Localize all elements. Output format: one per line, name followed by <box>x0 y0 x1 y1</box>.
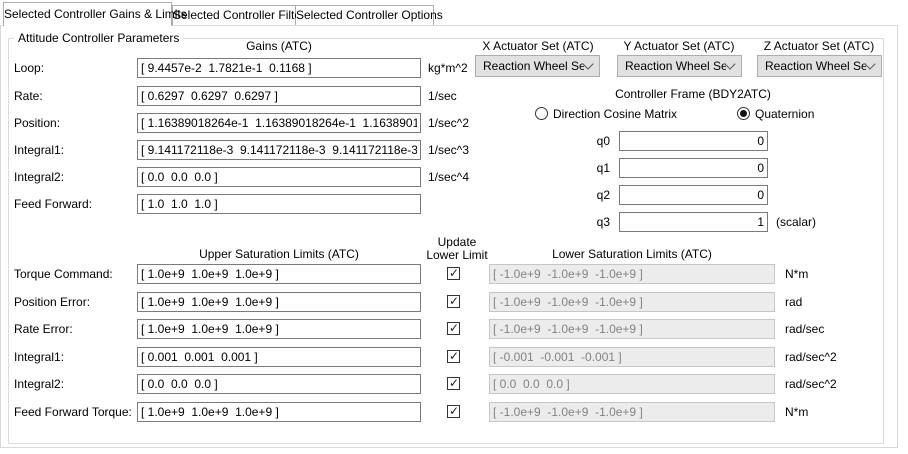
q1-input[interactable] <box>619 158 768 178</box>
q3-input[interactable] <box>619 212 768 232</box>
integral1-update-checkbox[interactable] <box>447 349 460 363</box>
torque-command-update-checkbox[interactable] <box>447 266 460 280</box>
feed-forward-torque-label: Feed Forward Torque: <box>14 405 132 419</box>
attitude-controller-parameters-group <box>8 38 884 444</box>
position-label: Position: <box>14 116 61 130</box>
rate-error-update-checkbox[interactable] <box>447 321 460 335</box>
chevron-down-icon <box>582 58 594 70</box>
integral2-unit: 1/sec^4 <box>428 170 469 184</box>
feed-forward-torque-lower-input <box>489 402 775 422</box>
quaternion-label: Quaternion <box>755 107 815 121</box>
chevron-down-icon <box>724 58 736 70</box>
feed-forward-torque-unit: N*m <box>785 405 809 419</box>
x-actuator-set-select[interactable]: Reaction Wheel Set <box>475 55 600 77</box>
tab-selected-controller-gains-limits[interactable]: Selected Controller Gains & Limits <box>3 2 187 26</box>
loop-label: Loop: <box>14 61 45 75</box>
feed-forward-gain-input[interactable] <box>137 194 421 214</box>
loop-gain-input[interactable] <box>137 58 421 78</box>
integral1-lower-input <box>489 347 775 367</box>
position-error-lower-input <box>489 292 775 312</box>
integral1-label: Integral1: <box>14 143 65 157</box>
direction-cosine-matrix-label: Direction Cosine Matrix <box>553 107 678 121</box>
tab-selected-controller-options[interactable]: Selected Controller Options <box>296 5 443 25</box>
integral1-unit: 1/sec^3 <box>428 143 469 157</box>
rate-error-unit: rad/sec <box>785 322 825 336</box>
loop-unit: kg*m^2 <box>428 61 468 75</box>
rate-error-upper-input[interactable] <box>137 319 421 339</box>
q2-label: q2 <box>596 188 610 202</box>
integral2-label: Integral2: <box>14 170 65 184</box>
integral1-gain-input[interactable] <box>137 140 421 160</box>
y-actuator-set-value: Reaction Wheel Set <box>625 59 726 73</box>
direction-cosine-matrix-radio[interactable] <box>535 107 548 120</box>
upper-saturation-limits-header: Upper Saturation Limits (ATC) <box>199 247 359 261</box>
position-error-label: Position Error: <box>14 295 91 309</box>
position-error-unit: rad <box>785 295 803 309</box>
torque-command-unit: N*m <box>785 267 809 281</box>
z-actuator-set-header: Z Actuator Set (ATC) <box>763 39 875 53</box>
integral2-gain-input[interactable] <box>137 167 421 187</box>
x-actuator-set-value: Reaction Wheel Set <box>483 59 584 73</box>
q1-label: q1 <box>596 161 610 175</box>
integral2-lower-input <box>489 374 775 394</box>
quaternion-radio[interactable] <box>737 107 750 120</box>
rate-label: Rate: <box>14 89 43 103</box>
tab-selected-controller-filters[interactable]: Selected Controller Filters <box>172 5 311 25</box>
integral1-limit-unit: rad/sec^2 <box>785 350 837 364</box>
q2-input[interactable] <box>619 185 768 205</box>
rate-gain-input[interactable] <box>137 86 421 106</box>
y-actuator-set-header: Y Actuator Set (ATC) <box>623 39 735 53</box>
q3-label: q3 <box>596 215 610 229</box>
rate-unit: 1/sec <box>428 89 457 103</box>
q0-label: q0 <box>596 134 610 148</box>
torque-command-upper-input[interactable] <box>137 264 421 284</box>
x-actuator-set-header: X Actuator Set (ATC) <box>482 39 594 53</box>
gains-header: Gains (ATC) <box>246 39 312 53</box>
integral1-upper-input[interactable] <box>137 347 421 367</box>
integral2-update-checkbox[interactable] <box>447 376 460 390</box>
controller-frame-header: Controller Frame (BDY2ATC) <box>615 87 771 101</box>
torque-command-lower-input <box>489 264 775 284</box>
integral2-limit-label: Integral2: <box>14 377 65 391</box>
update-lower-limit-header-line2: Lower Limit <box>426 248 488 262</box>
torque-command-label: Torque Command: <box>14 267 113 281</box>
lower-saturation-limits-header: Lower Saturation Limits (ATC) <box>552 247 712 261</box>
update-lower-limit-header-line1: Update <box>437 235 477 249</box>
integral2-limit-unit: rad/sec^2 <box>785 377 837 391</box>
feed-forward-torque-upper-input[interactable] <box>137 402 421 422</box>
y-actuator-set-select[interactable]: Reaction Wheel Set <box>617 55 742 77</box>
position-error-upper-input[interactable] <box>137 292 421 312</box>
integral2-upper-input[interactable] <box>137 374 421 394</box>
z-actuator-set-value: Reaction Wheel Set <box>765 59 866 73</box>
chevron-down-icon <box>864 58 876 70</box>
q0-input[interactable] <box>619 131 768 151</box>
position-error-update-checkbox[interactable] <box>447 294 460 308</box>
integral1-limit-label: Integral1: <box>14 350 65 364</box>
position-gain-input[interactable] <box>137 113 421 133</box>
feed-forward-torque-update-checkbox[interactable] <box>447 404 460 418</box>
rate-error-lower-input <box>489 319 775 339</box>
position-unit: 1/sec^2 <box>428 116 469 130</box>
q3-scalar-suffix: (scalar) <box>776 215 817 229</box>
group-title: Attitude Controller Parameters <box>14 31 184 45</box>
z-actuator-set-select[interactable]: Reaction Wheel Set <box>757 55 882 77</box>
feed-forward-label: Feed Forward: <box>14 197 93 211</box>
rate-error-label: Rate Error: <box>14 322 73 336</box>
